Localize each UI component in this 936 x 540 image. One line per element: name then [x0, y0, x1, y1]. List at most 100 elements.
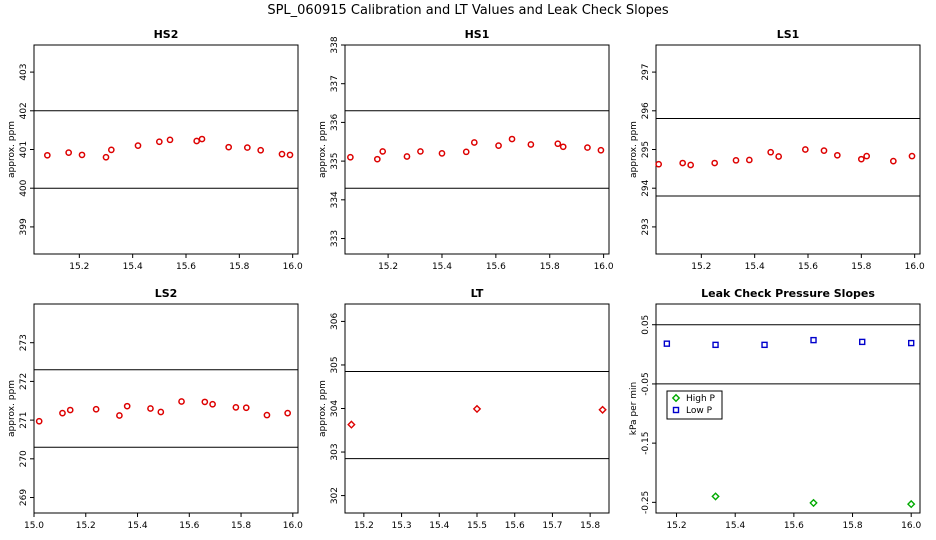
- panel-title: LT: [471, 287, 484, 300]
- data-point: [65, 149, 73, 156]
- data-point: [775, 153, 783, 160]
- y-tick-label: 293: [641, 218, 651, 235]
- y-tick-label: 272: [19, 373, 29, 390]
- data-point: [232, 403, 240, 411]
- data-point: [225, 143, 233, 151]
- x-tick-label: 15.3: [392, 521, 412, 531]
- y-tick-label: -0.15: [641, 431, 651, 454]
- legend: High P Low P: [666, 390, 723, 420]
- data-point: [438, 150, 446, 157]
- data-point: [193, 137, 201, 145]
- legend-label: High P: [686, 394, 716, 404]
- data-point: [198, 135, 206, 143]
- data-point: [767, 148, 775, 156]
- data-point: [527, 141, 535, 148]
- data-point: [66, 406, 74, 414]
- y-axis-label: kPa per min: [629, 382, 639, 435]
- data-point: [78, 151, 86, 159]
- x-tick-label: 15.2: [354, 521, 374, 531]
- panel-title: LS1: [777, 28, 800, 41]
- chart-panel-5: LT 15.2 15.3 15.4 15.5 15.6 15.7 15.8 302 303 304 3…: [318, 287, 610, 531]
- y-tick-label: 306: [330, 313, 340, 330]
- data-point: [711, 159, 719, 167]
- y-tick-label: 338: [330, 36, 340, 53]
- data-point: [745, 156, 753, 164]
- data-point: [907, 499, 916, 509]
- x-tick-label: 15.8: [851, 262, 871, 272]
- data-point: [655, 160, 663, 168]
- x-tick-label: 15.0: [24, 521, 44, 531]
- y-tick-label: 334: [330, 191, 340, 208]
- data-point: [43, 151, 51, 159]
- y-tick-label: 271: [19, 412, 29, 429]
- data-point: [166, 136, 174, 144]
- data-point: [712, 341, 719, 349]
- legend-marker: [671, 393, 681, 403]
- data-point: [134, 142, 142, 149]
- data-point: [711, 492, 720, 501]
- data-point: [761, 341, 768, 349]
- legend-label: Low P: [686, 406, 713, 416]
- data-point: [116, 412, 123, 419]
- data-point: [92, 405, 100, 413]
- data-point: [809, 498, 818, 508]
- y-tick-label: 400: [19, 179, 29, 196]
- data-point: [908, 339, 915, 347]
- x-tick-label: 16.0: [594, 262, 614, 272]
- data-series: [347, 135, 605, 163]
- y-tick-label: 402: [19, 102, 29, 119]
- x-tick-label: 15.7: [542, 521, 562, 531]
- data-point: [347, 420, 356, 429]
- y-tick-label: 297: [641, 63, 651, 80]
- plot-frame: [344, 44, 610, 255]
- y-tick-label: 335: [330, 153, 340, 170]
- y-tick-label: 296: [641, 102, 651, 119]
- data-point: [417, 148, 424, 155]
- y-tick-label: 333: [330, 230, 340, 247]
- data-point: [157, 408, 165, 416]
- data-point: [687, 161, 695, 169]
- data-point: [347, 153, 354, 161]
- x-tick-label: 15.2: [76, 521, 96, 531]
- data-point: [598, 405, 607, 414]
- chart-panels: HS2 15.2 15.4 15.6 15.8 16.0 399 400 401 402 403 ap…: [7, 28, 925, 531]
- data-series: [663, 336, 915, 349]
- y-tick-label: 273: [19, 334, 29, 351]
- data-point: [209, 400, 216, 408]
- data-point: [147, 405, 154, 412]
- x-tick-label: 15.2: [69, 262, 89, 272]
- data-point: [373, 155, 381, 163]
- data-point: [242, 404, 250, 412]
- plot-frame: [655, 303, 921, 514]
- x-tick-label: 15.2: [691, 262, 711, 272]
- panel-title: Leak Check Pressure Slopes: [701, 287, 875, 300]
- y-tick-label: 294: [641, 179, 651, 196]
- data-series: [655, 146, 916, 169]
- data-point: [554, 140, 562, 148]
- data-series: [347, 404, 607, 429]
- chart-panel-1: HS2 15.2 15.4 15.6 15.8 16.0 399 400 401 402 403 ap…: [7, 28, 303, 272]
- data-point: [857, 155, 865, 163]
- data-point: [889, 157, 897, 165]
- y-tick-label: 336: [330, 114, 340, 131]
- figure-title: SPL_060915 Calibration and LT Values and…: [267, 3, 669, 18]
- x-tick-label: 16.0: [905, 262, 925, 272]
- legend-marker: [672, 406, 680, 414]
- x-tick-label: 15.8: [843, 521, 863, 531]
- y-axis-label: approx. ppm: [7, 380, 17, 437]
- data-point: [820, 147, 828, 155]
- data-point: [123, 402, 131, 410]
- data-point: [263, 411, 271, 419]
- data-point: [403, 153, 411, 160]
- data-point: [559, 143, 567, 151]
- x-tick-label: 15.4: [128, 521, 148, 531]
- x-tick-label: 15.4: [429, 521, 449, 531]
- y-tick-label: 304: [330, 400, 340, 417]
- x-tick-label: 15.8: [229, 262, 249, 272]
- data-series: [711, 492, 916, 509]
- chart-panel-6: Leak Check Pressure Slopes 15.2 15.4 15.6 15…: [629, 287, 921, 531]
- x-tick-label: 16.0: [283, 262, 303, 272]
- data-point: [35, 417, 43, 425]
- x-tick-label: 15.6: [486, 262, 506, 272]
